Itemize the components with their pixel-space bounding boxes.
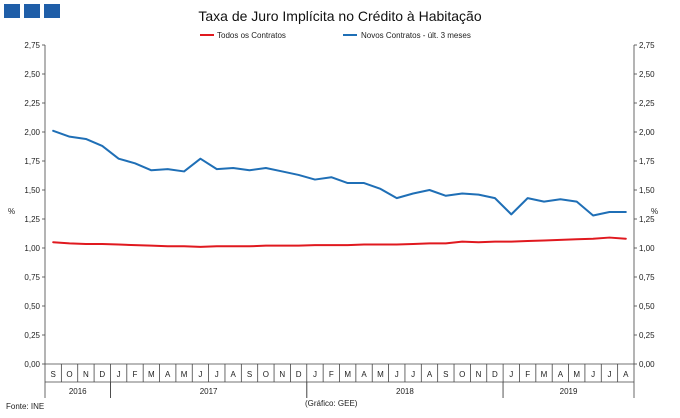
legend-label-new: Novos Contratos - últ. 3 meses bbox=[361, 31, 471, 40]
x-tick-label: A bbox=[558, 370, 564, 379]
y-tick-label-right: 1,75 bbox=[639, 157, 655, 166]
x-tick-label: F bbox=[525, 370, 530, 379]
x-tick-label: M bbox=[148, 370, 155, 379]
x-tick-label: D bbox=[99, 370, 105, 379]
x-tick-label: M bbox=[377, 370, 384, 379]
x-tick-label: J bbox=[607, 370, 611, 379]
x-tick-label: O bbox=[66, 370, 72, 379]
x-tick-label: J bbox=[117, 370, 121, 379]
x-tick-label: M bbox=[181, 370, 188, 379]
x-tick-label: D bbox=[492, 370, 498, 379]
y-unit-left: % bbox=[8, 207, 15, 216]
y-tick-label-right: 1,25 bbox=[639, 215, 655, 224]
logo-block-3 bbox=[44, 4, 60, 18]
chart-title: Taxa de Juro Implícita no Crédito à Habi… bbox=[198, 8, 481, 24]
y-tick-label-right: 1,50 bbox=[639, 186, 655, 195]
x-tick-label: J bbox=[198, 370, 202, 379]
series-line-all-contracts bbox=[52, 236, 627, 248]
x-tick-label: A bbox=[361, 370, 367, 379]
y-unit-right: % bbox=[651, 207, 658, 216]
x-tick-label: A bbox=[230, 370, 236, 379]
x-tick-label: M bbox=[573, 370, 580, 379]
x-tick-label: J bbox=[215, 370, 219, 379]
y-tick-label-left: 1,50 bbox=[24, 186, 40, 195]
y-tick-label-right: 2,00 bbox=[639, 128, 655, 137]
y-tick-label-right: 0,75 bbox=[639, 273, 655, 282]
x-tick-label: N bbox=[476, 370, 482, 379]
y-tick-label-left: 0,75 bbox=[24, 273, 40, 282]
y-tick-label-right: 2,75 bbox=[639, 41, 655, 50]
y-tick-label-left: 0,25 bbox=[24, 331, 40, 340]
y-tick-label-right: 0,50 bbox=[639, 302, 655, 311]
y-tick-label-left: 2,25 bbox=[24, 99, 40, 108]
y-tick-label-right: 0,25 bbox=[639, 331, 655, 340]
x-tick-label: N bbox=[83, 370, 89, 379]
x-tick-label: J bbox=[313, 370, 317, 379]
x-year-label: 2018 bbox=[396, 387, 414, 396]
y-tick-label-left: 2,50 bbox=[24, 70, 40, 79]
y-tick-label-left: 2,00 bbox=[24, 128, 40, 137]
logo-block-2 bbox=[24, 4, 40, 18]
x-tick-label: J bbox=[591, 370, 595, 379]
y-tick-label-left: 2,75 bbox=[24, 41, 40, 50]
y-tick-label-right: 0,00 bbox=[639, 360, 655, 369]
x-tick-label: F bbox=[133, 370, 138, 379]
x-tick-label: O bbox=[459, 370, 465, 379]
logo bbox=[4, 4, 60, 18]
legend-label-all: Todos os Contratos bbox=[217, 31, 286, 40]
x-tick-label: A bbox=[427, 370, 433, 379]
x-tick-label: D bbox=[296, 370, 302, 379]
y-ticks-left: 0,00 0,25 0,50 0,75 1,00 1,25 1,50 1,75 2,00 2,25… bbox=[24, 41, 45, 369]
x-tick-label: N bbox=[279, 370, 285, 379]
y-tick-label-right: 2,50 bbox=[639, 70, 655, 79]
x-tick-label: J bbox=[509, 370, 513, 379]
x-tick-label: S bbox=[443, 370, 448, 379]
x-tick-label: M bbox=[541, 370, 548, 379]
legend: Todos os Contratos Novos Contratos - últ… bbox=[200, 31, 471, 40]
x-tick-label: F bbox=[329, 370, 334, 379]
x-tick-label: J bbox=[395, 370, 399, 379]
x-tick-label: A bbox=[623, 370, 629, 379]
x-axis-labels: S O N D J F M A M J J A S O N D J F M A M J J A S O N D J F M A M J J A2016… bbox=[44, 364, 635, 398]
y-tick-label-left: 1,00 bbox=[24, 244, 40, 253]
y-tick-label-right: 2,25 bbox=[639, 99, 655, 108]
x-tick-label: M bbox=[344, 370, 351, 379]
y-tick-label-left: 0,50 bbox=[24, 302, 40, 311]
x-year-label: 2019 bbox=[560, 387, 578, 396]
x-tick-label: J bbox=[411, 370, 415, 379]
x-tick-label: S bbox=[247, 370, 252, 379]
logo-block-1 bbox=[4, 4, 20, 18]
y-ticks-right: 0,00 0,25 0,50 0,75 1,00 1,25 1,50 1,75 2,00 2,25… bbox=[634, 41, 655, 369]
series-line-new-contracts bbox=[52, 129, 627, 217]
series-layer bbox=[52, 129, 627, 248]
credit-note: (Gráfico: GEE) bbox=[305, 399, 358, 408]
y-tick-label-right: 1,00 bbox=[639, 244, 655, 253]
x-year-label: 2017 bbox=[200, 387, 218, 396]
y-tick-label-left: 1,25 bbox=[24, 215, 40, 224]
x-tick-label: O bbox=[263, 370, 269, 379]
y-tick-label-left: 0,00 bbox=[24, 360, 40, 369]
x-year-label: 2016 bbox=[69, 387, 87, 396]
x-tick-label: A bbox=[165, 370, 171, 379]
source-note: Fonte: INE bbox=[6, 402, 44, 411]
x-tick-label: S bbox=[51, 370, 56, 379]
y-tick-label-left: 1,75 bbox=[24, 157, 40, 166]
